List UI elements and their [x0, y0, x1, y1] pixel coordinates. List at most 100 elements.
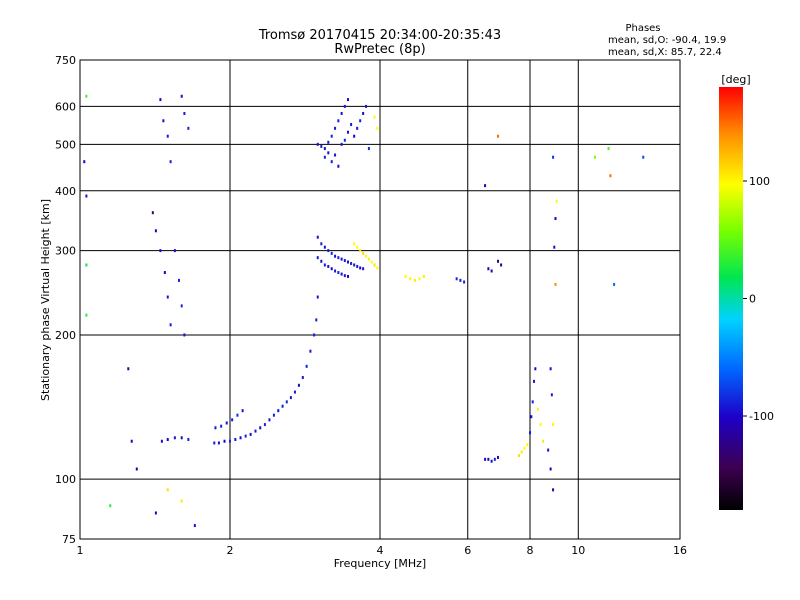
data-point	[526, 443, 529, 447]
y-axis-ticks: 75 100 200 300 400 500 600 750	[55, 54, 76, 546]
data-point	[320, 242, 323, 246]
data-point	[413, 278, 416, 282]
data-point	[362, 251, 365, 255]
data-point	[609, 174, 612, 178]
data-point	[281, 404, 284, 408]
data-point	[356, 126, 359, 130]
data-point	[607, 147, 610, 151]
data-point	[496, 134, 499, 138]
data-point	[376, 266, 379, 270]
data-point	[249, 432, 252, 436]
x-tick-label: 16	[673, 544, 687, 557]
data-point	[320, 144, 323, 148]
data-point	[316, 295, 319, 299]
data-point	[552, 155, 555, 159]
data-point	[254, 429, 257, 433]
data-point	[159, 98, 162, 102]
y-tick-label: 200	[55, 329, 76, 342]
data-point	[496, 455, 499, 459]
data-point	[127, 367, 130, 371]
data-point	[463, 280, 466, 284]
data-point	[193, 524, 196, 528]
data-point	[552, 488, 555, 492]
data-point	[549, 467, 552, 471]
data-point	[327, 151, 330, 155]
data-point	[359, 266, 362, 270]
data-point	[239, 436, 242, 440]
data-point	[213, 441, 216, 445]
data-point	[539, 423, 542, 427]
data-point	[404, 274, 407, 278]
data-point	[268, 418, 271, 422]
x-axis-label: Frequency [MHz]	[334, 557, 426, 570]
data-point	[313, 333, 316, 337]
data-point	[214, 426, 217, 430]
data-point	[346, 274, 349, 278]
data-point	[356, 245, 359, 249]
data-point	[523, 446, 526, 450]
data-point	[553, 245, 556, 249]
data-point	[487, 457, 490, 461]
data-point	[340, 257, 343, 261]
data-point	[220, 424, 223, 428]
data-point	[490, 459, 493, 463]
x-axis-ticks: 1 2 4 6 8 10 16	[77, 544, 688, 557]
data-point	[340, 272, 343, 276]
data-point	[154, 511, 157, 515]
data-point	[315, 318, 318, 322]
y-tick-label: 600	[55, 100, 76, 113]
data-point	[373, 263, 376, 267]
data-point	[173, 436, 176, 440]
data-point	[130, 439, 133, 443]
data-point	[547, 448, 550, 452]
data-point	[180, 304, 183, 308]
data-point	[376, 126, 379, 130]
data-point	[163, 271, 166, 275]
y-tick-label: 300	[55, 245, 76, 258]
data-point	[323, 245, 326, 249]
data-point	[180, 436, 183, 440]
x-tick-label: 1	[77, 544, 84, 557]
data-point	[356, 264, 359, 268]
data-point	[642, 155, 645, 159]
data-point	[487, 267, 490, 271]
data-point	[362, 267, 365, 271]
data-point	[517, 454, 520, 458]
data-point	[346, 260, 349, 264]
y-tick-label: 100	[55, 473, 76, 486]
data-point	[85, 313, 88, 317]
data-point	[370, 260, 373, 264]
data-point	[236, 413, 239, 417]
data-point	[350, 261, 353, 265]
chart-subtitle: RwPretec (8p)	[334, 42, 425, 57]
data-point	[334, 153, 337, 157]
data-point	[151, 211, 154, 215]
data-point	[362, 111, 365, 115]
data-point	[359, 119, 362, 123]
data-point	[554, 217, 557, 221]
data-point	[272, 413, 275, 417]
data-point	[297, 383, 300, 387]
data-point	[550, 393, 553, 397]
data-point	[330, 160, 333, 164]
data-point	[373, 115, 376, 119]
data-point	[244, 434, 247, 438]
data-point	[263, 423, 266, 427]
data-point	[323, 263, 326, 267]
colorbar-unit-label: [deg]	[721, 73, 750, 86]
x-tick-label: 10	[571, 544, 585, 557]
data-point	[231, 418, 234, 422]
data-point	[549, 367, 552, 371]
x-tick-label: 8	[527, 544, 534, 557]
data-point	[309, 349, 312, 353]
data-point	[343, 259, 346, 263]
data-point	[340, 111, 343, 115]
data-point	[301, 376, 304, 380]
data-point	[353, 263, 356, 267]
data-point	[343, 274, 346, 278]
data-point	[422, 274, 425, 278]
data-point	[367, 257, 370, 261]
y-tick-label: 400	[55, 185, 76, 198]
data-point	[534, 367, 537, 371]
data-point	[259, 426, 262, 430]
